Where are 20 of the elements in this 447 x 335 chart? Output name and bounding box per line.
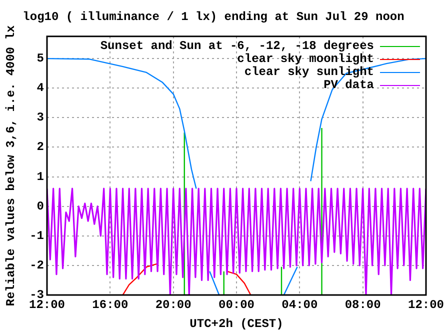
x-tick-label: 12:00	[408, 298, 444, 312]
x-tick-label: 00:00	[218, 298, 255, 312]
y-tick-label: 1	[36, 170, 44, 184]
y-tick-label: 0	[36, 199, 44, 214]
x-tick-label: 08:00	[344, 298, 381, 312]
y-tick-label: -1	[30, 228, 44, 243]
x-tick-label: 04:00	[282, 298, 318, 312]
chart-title: log10 ( illuminance / 1 lx) ending at Sun Jul 29 noon	[22, 10, 404, 24]
legend-label: clear sky moonlight	[237, 52, 374, 66]
x-tick-label: 20:00	[155, 298, 192, 312]
y-tick-label: 3	[36, 110, 44, 125]
y-tick-label: 4	[36, 81, 44, 96]
y-tick-label: 5	[36, 52, 44, 66]
x-tick-label: 16:00	[92, 298, 128, 312]
legend-label: Sunset and Sun at -6, -12, -18 degrees	[100, 39, 374, 54]
y-tick-label: -2	[30, 258, 44, 272]
y-tick-label: 2	[36, 140, 44, 154]
x-axis-title: UTC+2h (CEST)	[190, 316, 284, 331]
x-tick-label: 12:00	[28, 298, 66, 312]
y-axis-title: Reliable values below 3,6, i.e. 4000 lx	[4, 25, 18, 306]
